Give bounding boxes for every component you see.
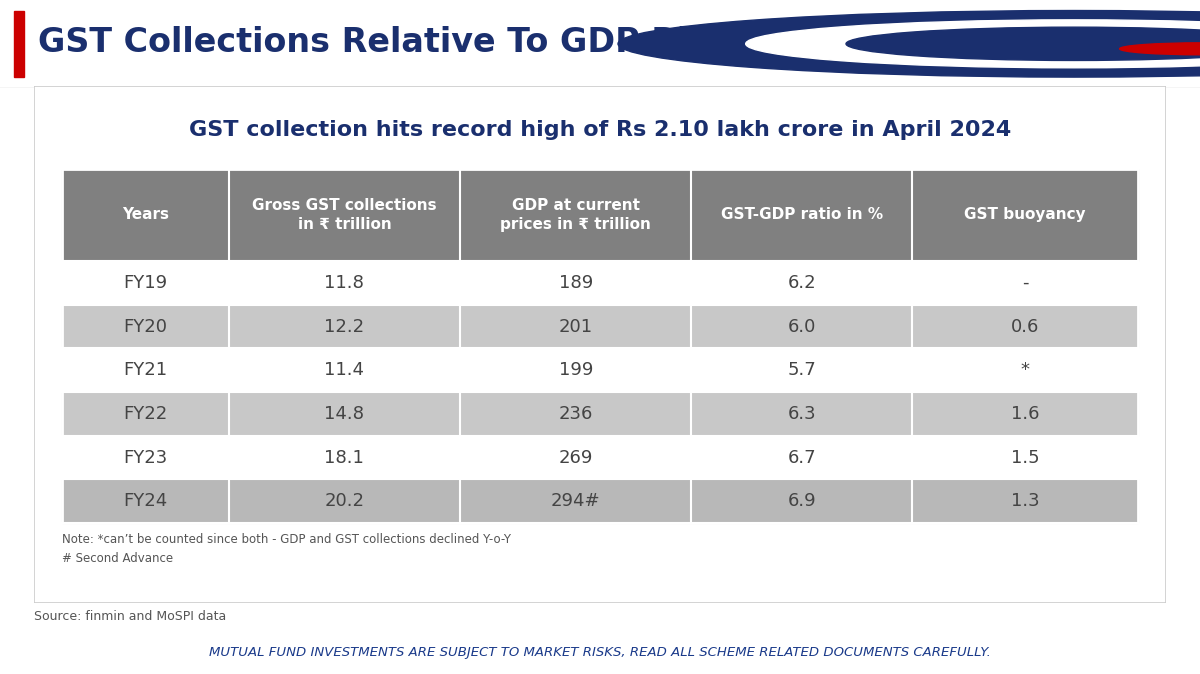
Text: FY21: FY21 [124,361,167,379]
Text: Years: Years [122,208,169,222]
Bar [62,169,1138,523]
Text: 5.7: 5.7 [787,361,816,379]
Text: 294#: 294# [551,492,600,510]
Text: FY19: FY19 [124,274,167,292]
Text: 20.2: 20.2 [324,492,365,510]
Bar [62,392,1138,435]
Text: -: - [1022,274,1028,292]
Text: 236: 236 [558,405,593,423]
Text: 1.6: 1.6 [1010,405,1039,423]
Text: 201: 201 [559,317,593,336]
Text: FY24: FY24 [124,492,168,510]
Text: GST-GDP ratio in %: GST-GDP ratio in % [721,208,883,222]
Bar [62,479,1138,523]
Text: 14.8: 14.8 [324,405,365,423]
Text: 6.0: 6.0 [787,317,816,336]
Bar [14,11,24,77]
Bar [62,169,1138,261]
Text: 6.7: 6.7 [787,449,816,466]
Text: Note: *can’t be counted since both - GDP and GST collections declined Y-o-Y
# Se: Note: *can’t be counted since both - GDP… [62,533,511,565]
Circle shape [1120,43,1200,55]
Text: GST collection hits record high of Rs 2.10 lakh crore in April 2024: GST collection hits record high of Rs 2.… [188,120,1012,140]
Text: 189: 189 [559,274,593,292]
Circle shape [846,27,1200,61]
Text: FY23: FY23 [124,449,168,466]
Bar [62,261,1138,305]
Text: 1.5: 1.5 [1010,449,1039,466]
Text: 269: 269 [558,449,593,466]
Text: Source: finmin and MoSPI data: Source: finmin and MoSPI data [34,610,226,623]
Text: 6.9: 6.9 [787,492,816,510]
Text: 12.2: 12.2 [324,317,365,336]
Text: GDP at current
prices in ₹ trillion: GDP at current prices in ₹ trillion [500,197,652,233]
Text: 11.4: 11.4 [324,361,365,379]
Bar [62,435,1138,479]
Text: 1.3: 1.3 [1010,492,1039,510]
Text: Gross GST collections
in ₹ trillion: Gross GST collections in ₹ trillion [252,197,437,233]
Bar [62,305,1138,348]
Text: MUTUAL FUND INVESTMENTS ARE SUBJECT TO MARKET RISKS, READ ALL SCHEME RELATED DOC: MUTUAL FUND INVESTMENTS ARE SUBJECT TO M… [209,646,991,658]
Text: 0.6: 0.6 [1010,317,1039,336]
Text: 199: 199 [558,361,593,379]
Text: *: * [1020,361,1030,379]
Circle shape [745,20,1200,68]
Text: 6.3: 6.3 [787,405,816,423]
Text: FY20: FY20 [124,317,167,336]
Text: 18.1: 18.1 [324,449,365,466]
Text: 11.8: 11.8 [324,274,365,292]
Text: 6.2: 6.2 [787,274,816,292]
Circle shape [618,11,1200,77]
Text: GST Collections Relative To GDP Rising, Albeit Slowly: GST Collections Relative To GDP Rising, … [38,26,1037,59]
Bar [62,348,1138,392]
Text: GST buoyancy: GST buoyancy [965,208,1086,222]
Text: FY22: FY22 [124,405,168,423]
FancyBboxPatch shape [34,86,1166,603]
